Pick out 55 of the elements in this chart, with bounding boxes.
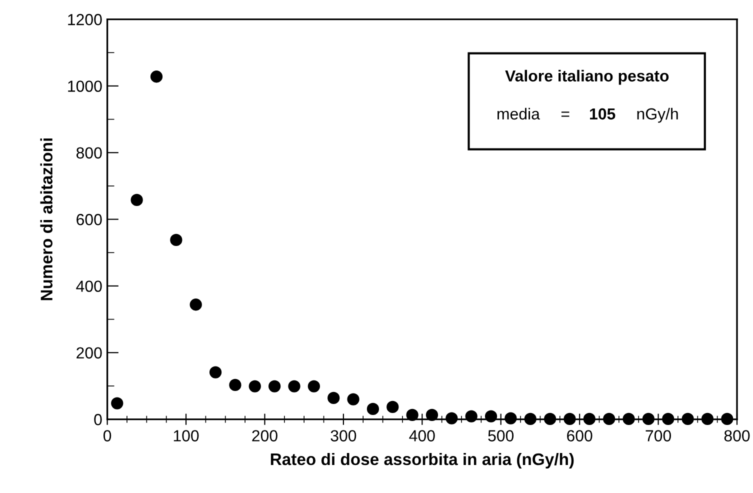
- annotation: Valore italiano pesato: [505, 70, 669, 85]
- point: [544, 412, 556, 426]
- annotation: media: [498, 108, 540, 120]
- point: [190, 298, 202, 311]
- y-tick-label: 0: [94, 414, 102, 426]
- y-tick-label: 1200: [68, 14, 102, 26]
- point: [465, 410, 478, 422]
- point: [406, 408, 418, 422]
- x-axis-title: Rateo di dose assorbita in aria (nGy/h): [270, 452, 574, 468]
- x-tick-label: 0: [103, 430, 112, 442]
- x-tick-label: 300: [330, 430, 356, 442]
- x-tick-label: 800: [724, 430, 750, 442]
- point: [366, 402, 380, 416]
- annotation: nGy/h: [637, 108, 678, 123]
- x-tick-label: 400: [409, 430, 435, 442]
- point: [484, 410, 498, 422]
- point: [268, 380, 281, 392]
- point: [229, 378, 242, 392]
- point: [248, 380, 261, 392]
- point: [642, 412, 655, 426]
- point: [111, 397, 124, 410]
- y-tick-label: 800: [76, 147, 102, 159]
- point: [622, 412, 635, 426]
- x-tick-label: 500: [488, 430, 514, 442]
- point: [504, 412, 517, 424]
- x-tick-label: 600: [567, 430, 592, 442]
- y-tick-label: 1000: [68, 80, 102, 92]
- y-tick-label: 600: [76, 214, 102, 226]
- annotation: =: [561, 112, 570, 117]
- point: [682, 412, 694, 426]
- point: [386, 400, 399, 414]
- point: [701, 412, 714, 426]
- point: [150, 70, 163, 83]
- annotation: 105: [590, 108, 616, 120]
- point: [721, 412, 734, 426]
- point: [446, 412, 458, 424]
- point: [209, 366, 222, 378]
- point: [524, 412, 536, 426]
- point: [426, 408, 438, 422]
- y-tick-label: 200: [76, 347, 102, 359]
- x-tick-label: 100: [174, 430, 199, 442]
- point: [130, 194, 143, 206]
- x-tick-label: 200: [252, 430, 278, 442]
- point: [662, 412, 674, 426]
- point: [347, 393, 360, 406]
- point: [308, 380, 320, 392]
- y-axis-title: Numero di abitazioni: [40, 138, 53, 300]
- point: [288, 380, 300, 392]
- point: [603, 412, 616, 426]
- x-tick-label: 700: [646, 430, 671, 442]
- point: [170, 234, 182, 246]
- point: [328, 392, 340, 404]
- y-tick-label: 400: [76, 280, 102, 292]
- point: [583, 412, 596, 426]
- point: [564, 412, 576, 426]
